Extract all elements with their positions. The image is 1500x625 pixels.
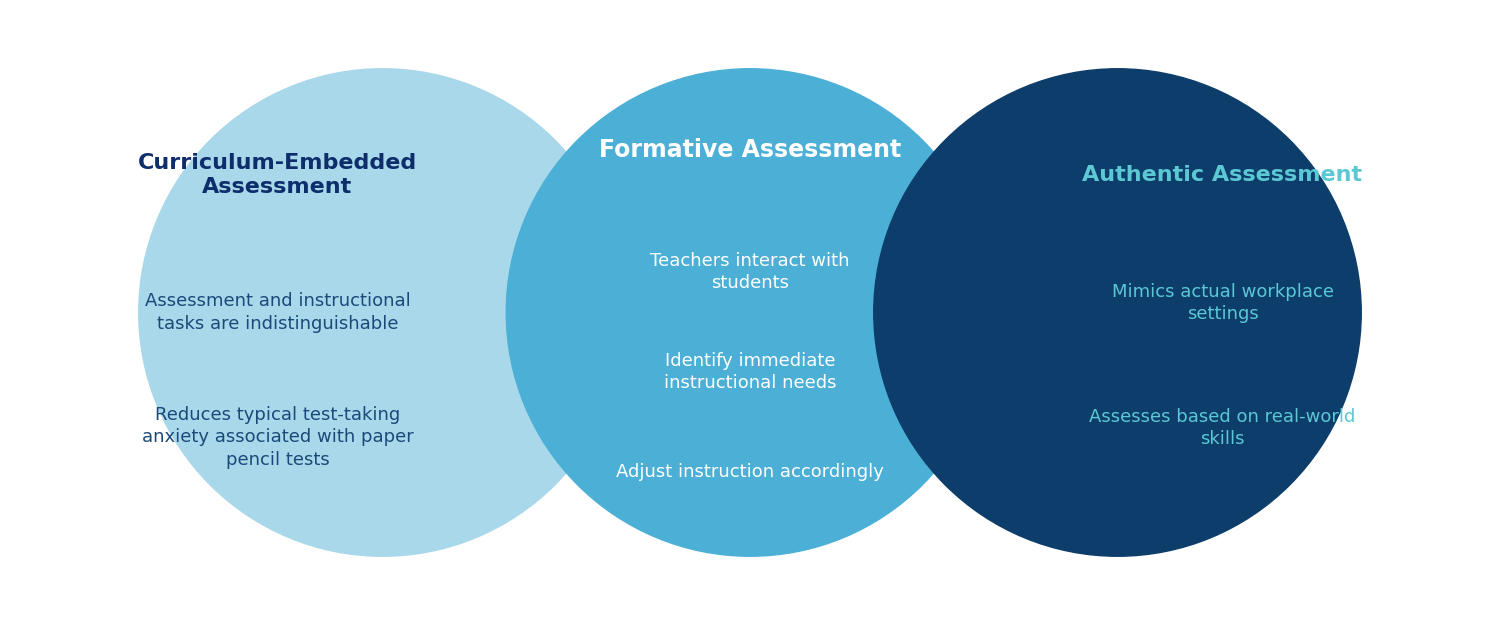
Circle shape (506, 69, 993, 556)
Circle shape (138, 69, 627, 556)
Circle shape (873, 69, 1362, 556)
Text: Curriculum-Embedded
Assessment: Curriculum-Embedded Assessment (138, 152, 417, 198)
Text: Teachers interact with
students: Teachers interact with students (651, 252, 849, 292)
Text: Assessment and instructional
tasks are indistinguishable: Assessment and instructional tasks are i… (144, 292, 411, 332)
Text: Assesses based on real-world
skills: Assesses based on real-world skills (1089, 408, 1356, 448)
Text: Adjust instruction accordingly: Adjust instruction accordingly (616, 463, 884, 481)
Text: Identify immediate
instructional needs: Identify immediate instructional needs (663, 352, 837, 392)
Text: Mimics actual workplace
settings: Mimics actual workplace settings (1112, 283, 1334, 323)
Text: Reduces typical test-taking
anxiety associated with paper
pencil tests: Reduces typical test-taking anxiety asso… (141, 406, 414, 469)
Text: Authentic Assessment: Authentic Assessment (1083, 165, 1362, 185)
Text: Formative Assessment: Formative Assessment (598, 138, 902, 162)
